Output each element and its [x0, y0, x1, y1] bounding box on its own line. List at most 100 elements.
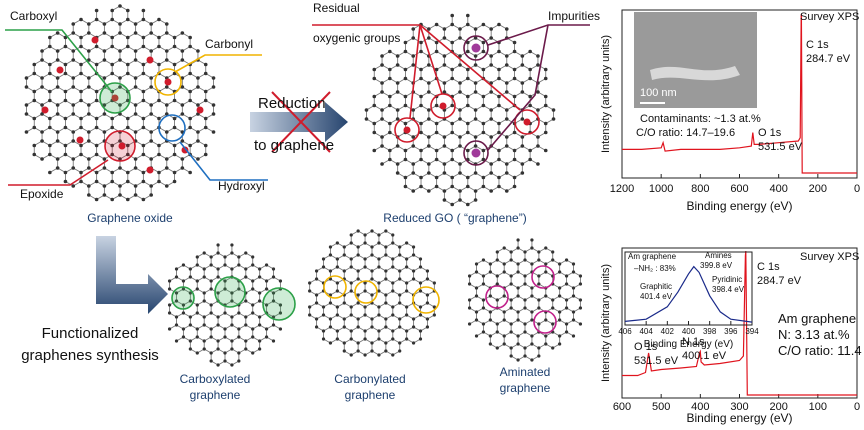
atom: [110, 198, 114, 202]
atom: [497, 158, 501, 162]
atom: [308, 289, 311, 292]
atom: [25, 103, 29, 107]
atom: [126, 72, 130, 76]
atom: [134, 157, 138, 161]
atom: [405, 305, 408, 308]
atom: [398, 293, 401, 296]
atom: [165, 184, 169, 188]
atom: [521, 63, 525, 67]
atom: [405, 289, 408, 292]
atom: [489, 162, 493, 166]
atom: [149, 76, 153, 80]
atom: [427, 171, 431, 175]
atom: [565, 274, 568, 277]
atom: [411, 108, 415, 112]
atom: [450, 68, 454, 72]
oxygen: [57, 67, 64, 74]
atom: [95, 144, 99, 148]
atom: [110, 18, 114, 22]
atom: [110, 180, 114, 184]
atom: [384, 229, 387, 232]
atom: [426, 293, 429, 296]
atom: [435, 185, 439, 189]
atom: [363, 305, 366, 308]
atom: [544, 246, 547, 249]
atom: [134, 85, 138, 89]
atom: [71, 49, 75, 53]
atom: [363, 289, 366, 292]
atom: [411, 162, 415, 166]
atom: [450, 122, 454, 126]
atom: [203, 299, 206, 302]
atom: [474, 108, 478, 112]
atom: [558, 294, 561, 297]
atom: [482, 306, 485, 309]
atom: [489, 294, 492, 297]
atom: [475, 294, 478, 297]
atom: [544, 68, 548, 72]
atom: [544, 318, 547, 321]
x-axis-label: Binding energy (eV): [686, 199, 792, 213]
atom: [513, 185, 517, 189]
annotation: 400.1 eV: [682, 350, 727, 362]
atom: [458, 171, 462, 175]
oxygen: [524, 119, 531, 126]
atom: [384, 293, 387, 296]
atom: [468, 306, 471, 309]
x-tick-label: 406: [618, 327, 632, 336]
atom: [79, 117, 83, 121]
atom: [505, 90, 509, 94]
atom: [149, 193, 153, 197]
annotation: 284.7 eV: [757, 275, 802, 287]
atom: [56, 130, 60, 134]
atom: [71, 58, 75, 62]
atom: [64, 153, 68, 157]
atom: [173, 171, 177, 175]
atom: [426, 269, 429, 272]
atom: [510, 354, 513, 357]
atom: [450, 176, 454, 180]
atom: [118, 31, 122, 35]
atom: [315, 293, 318, 296]
atom: [203, 339, 206, 342]
atom: [95, 63, 99, 67]
atom: [398, 269, 401, 272]
atom: [329, 253, 332, 256]
atom: [482, 330, 485, 333]
atom: [79, 18, 83, 22]
atom: [32, 99, 36, 103]
atom: [279, 279, 282, 282]
atom: [384, 325, 387, 328]
atom: [258, 299, 261, 302]
atom: [537, 346, 540, 349]
caption: Carboxylated: [180, 372, 251, 386]
atom: [251, 279, 254, 282]
atom: [475, 310, 478, 313]
atom: [384, 269, 387, 272]
atom: [380, 162, 384, 166]
atom: [530, 318, 533, 321]
atom: [142, 9, 146, 13]
atom: [134, 184, 138, 188]
atom: [173, 126, 177, 130]
atom: [466, 131, 470, 135]
atom: [134, 22, 138, 26]
atom: [521, 54, 525, 58]
atom: [216, 323, 219, 326]
atom: [322, 329, 325, 332]
atom: [528, 68, 532, 72]
atom: [489, 342, 492, 345]
atom: [475, 318, 478, 321]
atom: [212, 76, 216, 80]
atom: [505, 189, 509, 193]
atom: [450, 131, 454, 135]
atom: [48, 45, 52, 49]
atom: [516, 334, 519, 337]
atom: [427, 162, 431, 166]
atom: [510, 250, 513, 253]
atom: [134, 76, 138, 80]
atom: [87, 76, 91, 80]
annotation: Graphitic: [640, 282, 672, 291]
atom: [489, 117, 493, 121]
atom: [71, 31, 75, 35]
